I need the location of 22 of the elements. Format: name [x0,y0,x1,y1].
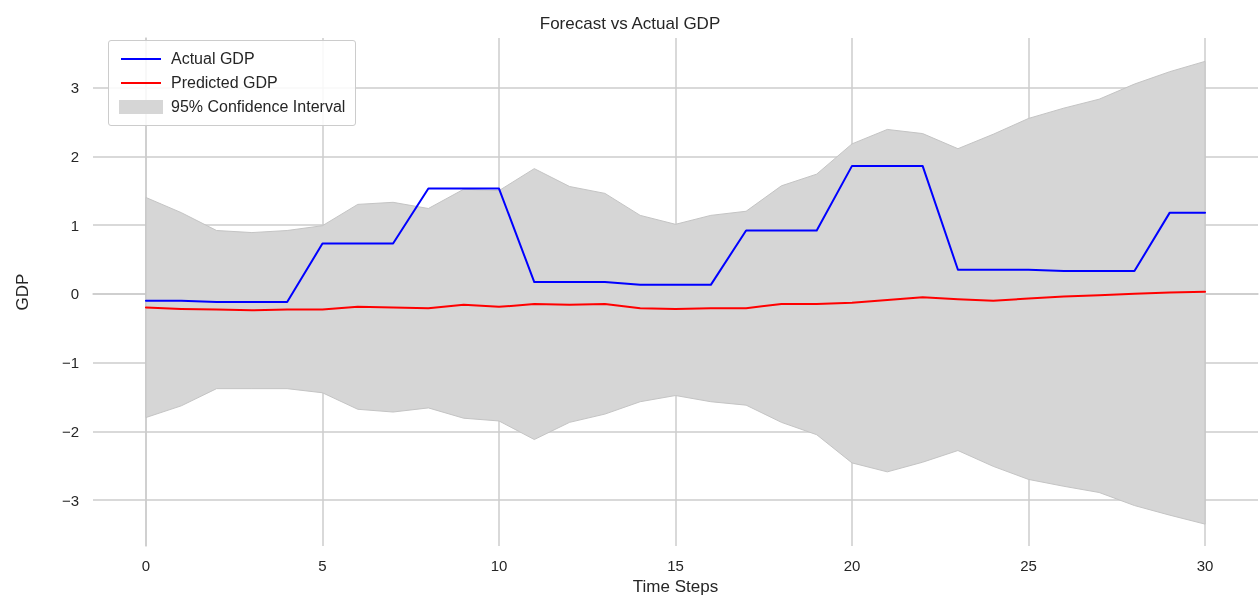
y-tick-label: 1 [70,216,79,234]
y-tick-label: −1 [61,354,79,372]
x-tick-label: 10 [490,557,508,575]
x-tick-label: 0 [141,557,151,575]
x-axis-title: Time Steps [632,577,719,596]
x-tick-label: 25 [1020,557,1037,575]
line-series [144,164,1207,304]
y-axis-title: GDP [13,273,32,311]
legend-label: Actual GDP [171,50,255,68]
chart-title: Forecast vs Actual GDP [539,14,721,33]
annotation: 95% Confidence Interval [171,98,346,116]
y-tick-label: 0 [70,285,79,303]
x-tick-label: 15 [667,557,684,575]
y-tick-label: 2 [70,147,79,165]
y-tick-label: −2 [61,422,79,440]
x-tick-label: 30 [1196,557,1214,575]
y-tick-label: 3 [70,79,79,96]
line-series [144,290,1207,312]
x-tick-label: 20 [843,557,861,575]
legend-label: Predicted GDP [171,74,278,92]
y-tick-label: −3 [61,491,79,509]
x-tick-label: 5 [318,557,327,575]
